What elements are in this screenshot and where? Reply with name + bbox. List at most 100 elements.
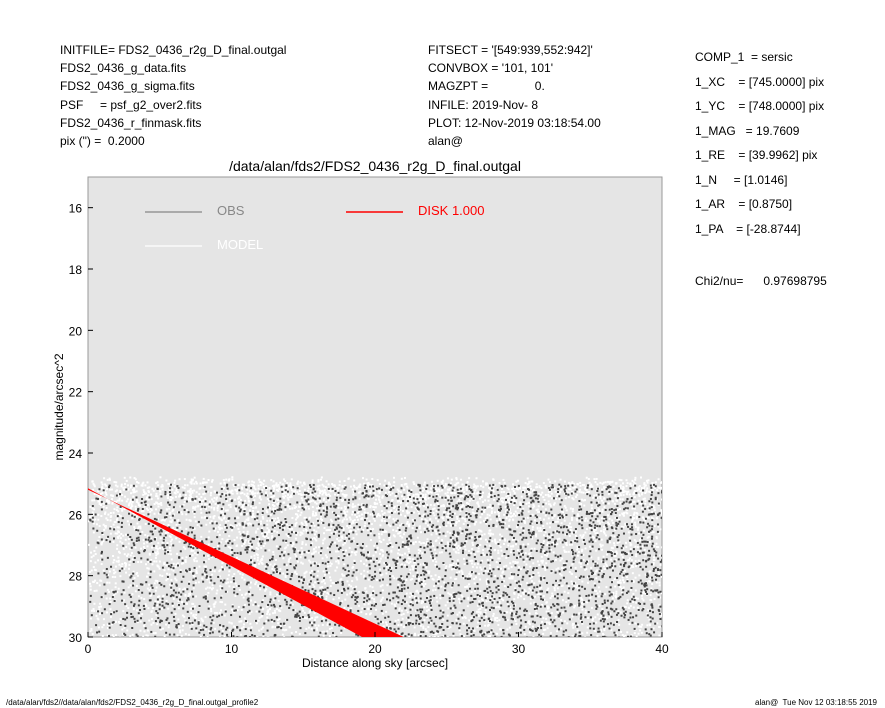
model-point [547, 495, 550, 498]
model-point [89, 585, 92, 588]
model-point [153, 560, 156, 563]
model-point [189, 493, 192, 496]
model-point [595, 511, 598, 514]
model-point [204, 573, 207, 576]
model-point [169, 546, 172, 549]
model-point [473, 577, 476, 580]
model-point [581, 632, 584, 635]
model-point [413, 500, 416, 503]
model-point [260, 615, 263, 618]
model-point [322, 498, 325, 501]
model-point [538, 580, 541, 583]
model-point [129, 560, 132, 563]
model-point [313, 551, 316, 554]
model-point [302, 493, 305, 496]
model-point [337, 556, 340, 559]
model-point [231, 478, 234, 481]
model-point [507, 567, 510, 570]
model-point [544, 493, 547, 496]
model-point [542, 640, 544, 642]
model-point [332, 542, 335, 545]
model-point [561, 566, 564, 569]
model-point [176, 552, 179, 555]
model-point [185, 602, 188, 605]
model-point [325, 493, 328, 496]
model-point [341, 600, 344, 603]
model-point [528, 552, 531, 555]
model-point [422, 627, 425, 630]
model-point [93, 493, 96, 496]
model-point [652, 563, 655, 566]
model-point [318, 551, 321, 554]
model-point [135, 508, 138, 511]
model-point [591, 535, 594, 538]
model-point [318, 592, 321, 595]
model-point [438, 490, 441, 493]
model-point [142, 481, 145, 484]
model-point [460, 493, 463, 496]
model-point [307, 583, 310, 586]
model-point [154, 589, 157, 592]
model-point [406, 490, 409, 493]
model-point [90, 551, 93, 554]
model-point [546, 627, 549, 630]
model-point [341, 526, 344, 529]
model-point [575, 490, 578, 493]
model-point [381, 496, 384, 499]
model-point [222, 508, 225, 511]
model-point [109, 519, 112, 522]
model-point [625, 492, 628, 495]
model-point [510, 575, 513, 578]
model-point [603, 642, 605, 644]
model-point [448, 565, 451, 568]
model-point [584, 568, 587, 571]
model-point [523, 517, 526, 520]
model-point [249, 641, 251, 643]
model-point [338, 484, 341, 487]
model-point [319, 643, 321, 645]
model-point [295, 555, 298, 558]
model-point [266, 497, 269, 500]
model-point [252, 481, 255, 484]
model-point [136, 499, 139, 502]
model-point [644, 592, 647, 595]
model-point [446, 488, 449, 491]
model-point [556, 543, 559, 546]
model-point [125, 500, 128, 503]
model-point [239, 511, 242, 514]
model-point [247, 481, 250, 484]
model-point [409, 592, 412, 595]
model-point [180, 562, 183, 565]
model-point [488, 486, 491, 489]
model-point [581, 603, 584, 606]
model-point [372, 528, 375, 531]
model-point [244, 539, 247, 542]
model-point [614, 595, 617, 598]
model-point [520, 639, 522, 641]
model-point [486, 592, 489, 595]
model-point [212, 515, 215, 518]
model-point [201, 620, 204, 623]
model-point [256, 527, 259, 530]
model-point [221, 486, 224, 489]
model-point [145, 496, 148, 499]
model-point [129, 486, 132, 489]
model-point [570, 518, 573, 521]
model-point [627, 531, 630, 534]
model-point [629, 604, 632, 607]
model-point [340, 489, 343, 492]
model-point [594, 528, 597, 531]
model-point [420, 602, 423, 605]
model-point [279, 624, 282, 627]
model-point [296, 491, 299, 494]
model-point [310, 491, 313, 494]
model-point [239, 572, 242, 575]
model-point [465, 482, 468, 485]
model-point [608, 517, 611, 520]
model-point [635, 597, 638, 600]
model-point [567, 592, 570, 595]
model-point [478, 497, 481, 500]
model-point [122, 643, 124, 645]
model-point [400, 609, 403, 612]
model-point [477, 611, 480, 614]
